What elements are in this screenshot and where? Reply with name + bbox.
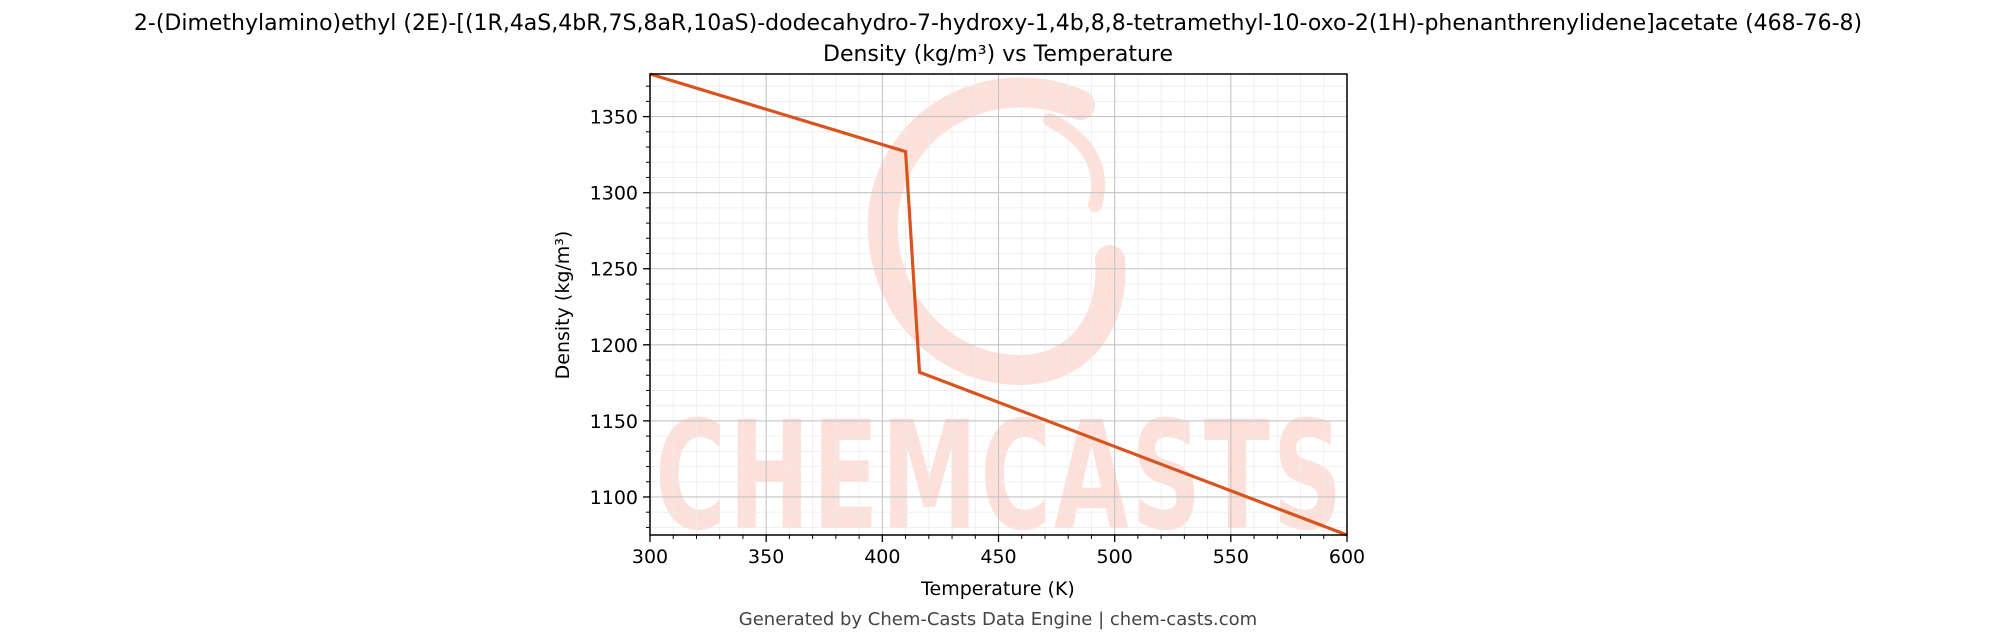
axis-ticks: 300 350 400 450 500 550 600 1100 1150 1200 1250 130…: [590, 85, 1365, 568]
y-tick-label: 1350: [590, 107, 638, 129]
x-tick-label: 300: [632, 546, 668, 568]
x-tick-label: 450: [980, 546, 1016, 568]
chart-title: 2-(Dimethylamino)ethyl (2E)-[(1R,4aS,4bR…: [134, 11, 1862, 36]
footer-credit: Generated by Chem-Casts Data Engine | ch…: [739, 609, 1257, 630]
chart-subtitle: Density (kg/m³) vs Temperature: [823, 42, 1173, 67]
y-tick-label: 1200: [590, 335, 638, 357]
y-tick-label: 1300: [590, 183, 638, 205]
x-tick-label: 500: [1097, 546, 1133, 568]
x-tick-label: 400: [864, 546, 900, 568]
x-tick-label: 600: [1329, 546, 1365, 568]
y-axis-label: Density (kg/m³): [552, 231, 574, 380]
y-tick-label: 1250: [590, 259, 638, 281]
y-tick-label: 1100: [590, 487, 638, 509]
x-tick-label: 550: [1213, 546, 1249, 568]
x-axis-label: Temperature (K): [920, 578, 1075, 600]
chart-series: [649, 72, 1348, 537]
x-tick-label: 350: [748, 546, 784, 568]
y-tick-label: 1150: [590, 411, 638, 433]
density-series-line: [649, 72, 1348, 537]
watermark-text: CHEMCASTS: [655, 390, 1345, 564]
